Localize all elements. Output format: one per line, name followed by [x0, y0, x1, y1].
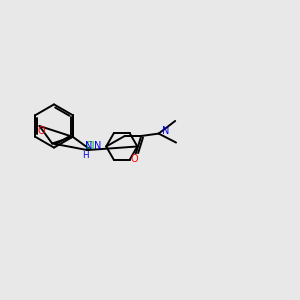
Text: O: O [37, 126, 45, 136]
Text: N: N [162, 126, 169, 136]
Text: Cl: Cl [85, 140, 95, 151]
Text: N: N [85, 142, 92, 152]
Text: N: N [94, 141, 102, 151]
Text: O: O [130, 154, 138, 164]
Text: H: H [82, 151, 89, 160]
